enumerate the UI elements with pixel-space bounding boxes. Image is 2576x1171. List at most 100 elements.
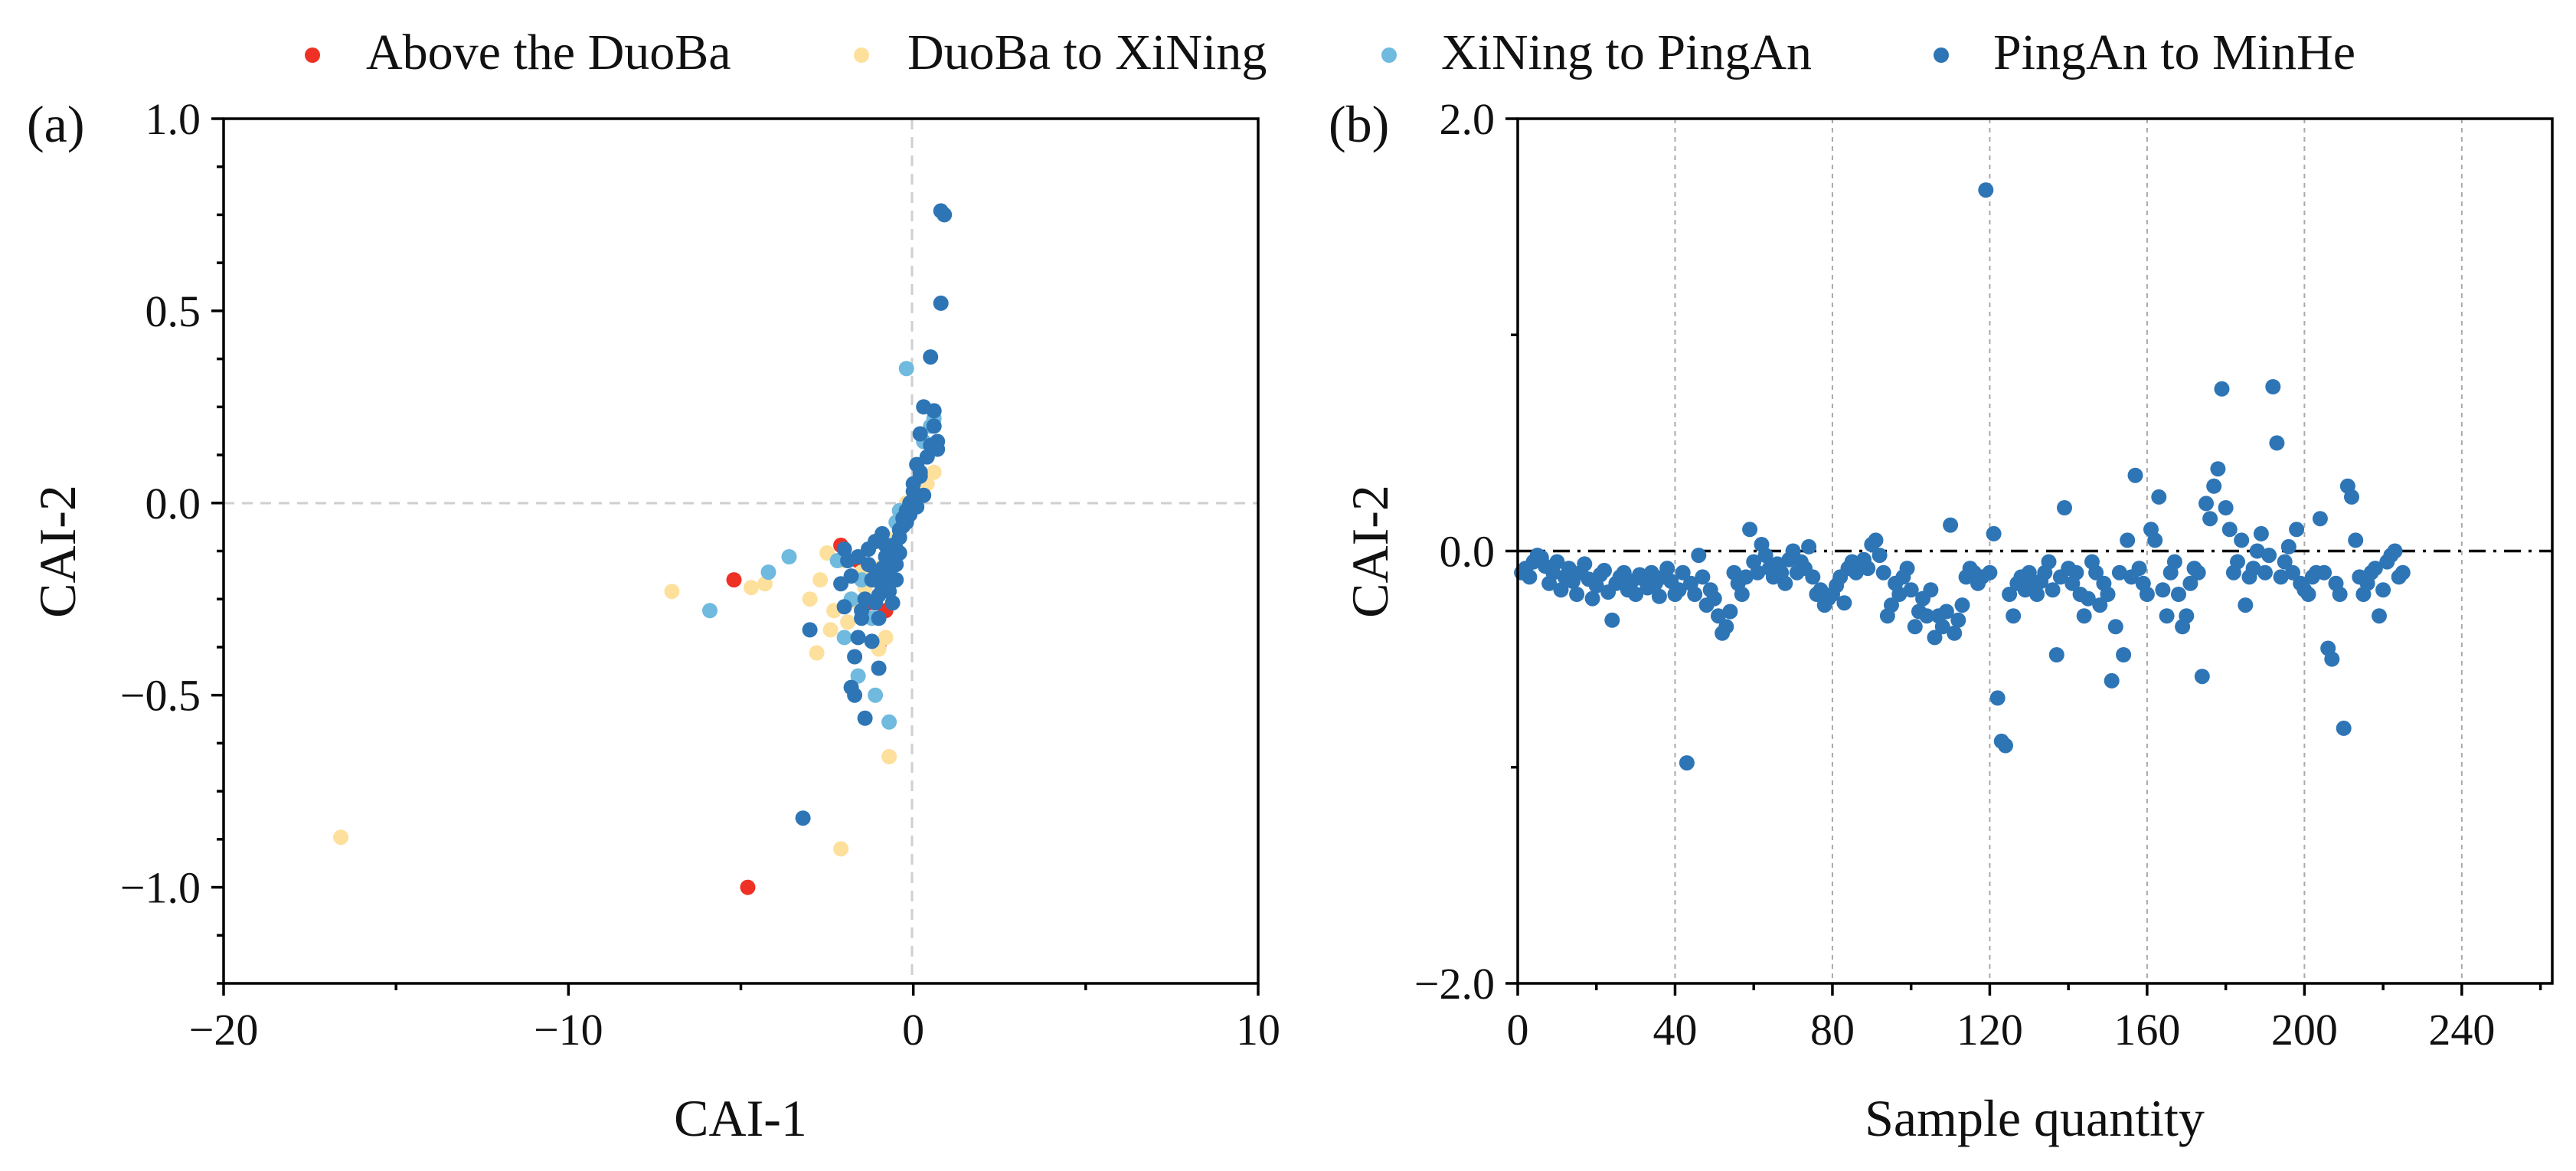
legend-item-above-duoba: Above the DuoBa — [305, 25, 731, 80]
panel-b-point — [2116, 647, 2132, 662]
panel-a-point-series-3 — [912, 426, 928, 442]
panel-b-x-tick-label: 40 — [1652, 1005, 1697, 1055]
legend-item-pingan-minhe: PingAn to MinHe — [1934, 25, 2355, 80]
panel-a-point-series-1 — [840, 614, 856, 630]
panel-a-x-tick-label: 10 — [1236, 1005, 1280, 1055]
panel-b-point — [1938, 603, 1954, 620]
panel-b-point — [2002, 587, 2018, 602]
panel-a-frame — [222, 117, 1260, 985]
panel-b-point — [2265, 379, 2281, 394]
panel-b-point — [1998, 738, 2013, 754]
panel-b-point — [1868, 532, 1884, 548]
panel-b-point — [1785, 543, 1801, 559]
panel-b-point — [2155, 582, 2171, 598]
panel-b-point — [1577, 556, 1593, 572]
legend-item-duoba-xining: DuoBa to XiNing — [854, 25, 1267, 80]
panel-a-x-tick-label: −20 — [189, 1005, 259, 1055]
panel-b-point — [2139, 587, 2155, 602]
panel-a-point-series-3 — [888, 572, 904, 588]
panel-b-point — [2104, 672, 2120, 689]
panel-b-point — [1805, 569, 1821, 585]
panel-b-point — [1651, 588, 1667, 604]
panel-a-point-series-1 — [926, 464, 942, 480]
panel-a-point-series-3 — [933, 295, 949, 311]
panel-b-x-ticks: 0 40 80 120 160 200 240 — [1507, 983, 2542, 1055]
panel-b-point — [1695, 569, 1711, 585]
panel-b-point — [2300, 587, 2316, 602]
panel-b-y-tick-label: 0.0 — [1440, 527, 1496, 577]
panel-b-point — [1836, 595, 1852, 611]
panel-b-point — [2234, 532, 2250, 548]
panel-a-point-series-0 — [726, 572, 742, 588]
panel-b-point — [2021, 564, 2037, 581]
legend-marker-pingan-minhe — [1934, 47, 1949, 63]
legend-marker-duoba-xining — [854, 47, 869, 63]
panel-b-point — [2147, 532, 2163, 548]
panel-b-x-tick-label: 240 — [2428, 1005, 2495, 1055]
panel-b-x-tick-label: 0 — [1507, 1005, 1529, 1055]
panel-a-point-series-1 — [757, 576, 773, 592]
panel-b-point — [1597, 562, 1612, 578]
panel-a-point-series-2 — [702, 603, 718, 619]
panel-b-point — [2257, 564, 2273, 581]
panel-b-point — [2159, 608, 2175, 624]
panel-b-point — [1872, 548, 1888, 564]
panel-a-point-series-3 — [868, 568, 884, 584]
panel-b-point — [1569, 587, 1585, 602]
panel-a-point-series-3 — [833, 576, 849, 592]
panel-b-point — [1522, 569, 1538, 585]
panel-b-point — [1604, 612, 1620, 628]
panel-b-point — [1907, 619, 1923, 635]
panel-b-point — [2057, 500, 2072, 515]
panel-b-point — [2316, 564, 2332, 581]
panel-a-y-tick-label: −1.0 — [120, 863, 201, 913]
panel-a-point-series-2 — [881, 714, 897, 730]
panel-a-y-tick-label: 0.5 — [145, 286, 201, 336]
panel-b-point — [2218, 500, 2234, 515]
panel-b-point — [1950, 612, 1966, 628]
panel-a-point-series-3 — [850, 630, 866, 646]
panel-b-point — [1750, 564, 1766, 581]
panel-b-point — [1947, 625, 1963, 641]
panel-b-point — [1978, 182, 1994, 198]
legend-marker-above-duoba — [305, 47, 320, 63]
panel-b-point — [1884, 597, 1899, 613]
panel-b-point — [2312, 511, 2328, 527]
panel-b-point — [1659, 561, 1675, 577]
panel-a-point-series-1 — [664, 584, 680, 600]
panel-a-y-tick-label: 0.0 — [145, 479, 201, 528]
panel-a-point-series-1 — [822, 622, 839, 638]
panel-a-point-series-3 — [871, 660, 887, 676]
panel-b-point — [1549, 554, 1565, 570]
panel-b-point — [1986, 525, 2002, 541]
panel-b-point — [2367, 561, 2383, 577]
panel-b-point — [2324, 651, 2340, 667]
panel-a-point-series-1 — [802, 591, 818, 607]
panel-b-x-tick-label: 200 — [2271, 1005, 2338, 1055]
panel-b-y-ticks: −2.0 0.0 2.0 — [1414, 94, 1518, 1009]
panel-b-label: (b) — [1329, 95, 1389, 153]
panel-b-point — [1742, 522, 1758, 538]
panel-b-point — [2280, 538, 2296, 554]
panel-b-point — [2131, 561, 2147, 577]
panel-b-point — [1927, 630, 1943, 646]
panel-b-point — [2194, 669, 2210, 685]
panel-b-point — [2395, 564, 2411, 581]
panel-b-point — [2332, 587, 2348, 602]
panel-b-point — [2249, 543, 2265, 559]
panel-b-point — [2206, 478, 2222, 494]
panel-b-point — [2289, 522, 2305, 538]
panel-a-point-series-1 — [833, 841, 849, 857]
panel-b-point — [1989, 690, 2006, 706]
panel-a-point-series-1 — [812, 572, 829, 588]
panel-b-point — [1919, 608, 1935, 624]
panel-b-point — [1628, 587, 1644, 602]
panel-b-point — [1553, 582, 1569, 598]
panel-a-y-tick-label: −0.5 — [120, 671, 201, 721]
panel-a-label: (a) — [27, 95, 84, 153]
legend-item-xining-pingan: XiNing to PingAn — [1381, 25, 1812, 80]
panel-b-point — [2387, 543, 2403, 559]
panel-b-point — [2100, 587, 2116, 602]
panel-b-point — [2230, 554, 2245, 570]
